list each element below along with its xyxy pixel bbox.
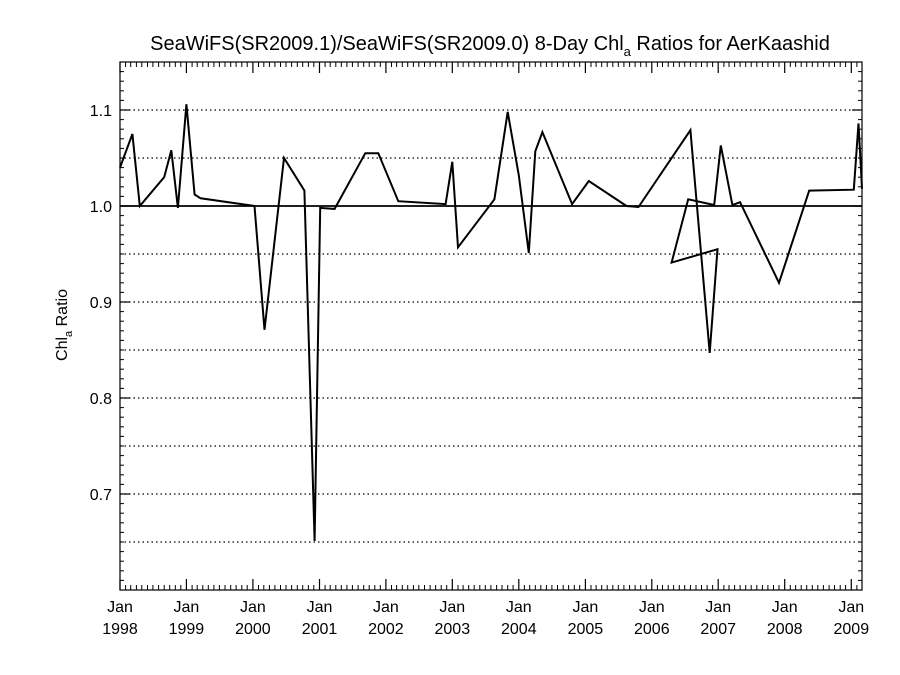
y-axis-label-suffix: Ratio [54, 289, 71, 331]
x-tick-label-year: 1998 [102, 621, 138, 638]
x-tick-label-year: 2002 [368, 621, 404, 638]
title-suffix: Ratios for AerKaashid [631, 33, 830, 55]
minor-ticks [120, 61, 862, 591]
y-axis-label: Chla Ratio [54, 289, 75, 361]
x-tick-label-month: Jan [439, 599, 465, 616]
x-tick-label-month: Jan [174, 599, 200, 616]
chart-title: SeaWiFS(SR2009.1)/SeaWiFS(SR2009.0) 8-Da… [150, 33, 830, 59]
y-tick-label: 0.8 [90, 391, 112, 408]
series-line [119, 104, 863, 542]
data-series [119, 104, 863, 542]
major-ticks [119, 62, 862, 590]
y-tick-label: 1.1 [90, 103, 112, 120]
y-axis-label-main: Chl [54, 337, 71, 361]
x-tick-label-year: 2004 [501, 621, 537, 638]
title-subscript: a [624, 44, 632, 59]
x-tick-label-month: Jan [838, 599, 864, 616]
x-tick-label-month: Jan [373, 599, 399, 616]
x-tick-label-year: 2003 [435, 621, 471, 638]
x-tick-label-month: Jan [705, 599, 731, 616]
y-tick-label: 0.7 [90, 487, 112, 504]
x-tick-label-month: Jan [772, 599, 798, 616]
x-tick-labels: Jan 1998 Jan 1999 Jan 2000 Jan 2001 Jan 2002 Jan 20… [102, 599, 869, 638]
x-tick-label-month: Jan [240, 599, 266, 616]
y-tick-label: 0.9 [90, 295, 112, 312]
x-tick-label-year: 2006 [634, 621, 670, 638]
y-tick-labels: 0.7 0.8 0.9 1.0 1.1 [90, 103, 112, 504]
x-tick-label-year: 1999 [169, 621, 205, 638]
x-tick-label-year: 2000 [235, 621, 271, 638]
x-tick-label-month: Jan [506, 599, 532, 616]
x-tick-label-month: Jan [307, 599, 333, 616]
x-tick-label-month: Jan [107, 599, 133, 616]
x-tick-label-year: 2001 [302, 621, 338, 638]
y-tick-label: 1.0 [90, 199, 112, 216]
y-axis-label-subscript: a [63, 330, 75, 337]
x-tick-label-month: Jan [573, 599, 599, 616]
x-tick-label-month: Jan [639, 599, 665, 616]
title-main: SeaWiFS(SR2009.1)/SeaWiFS(SR2009.0) 8-Da… [150, 33, 624, 55]
gridlines [120, 109, 862, 543]
x-tick-label-year: 2008 [767, 621, 803, 638]
x-tick-label-year: 2007 [700, 621, 736, 638]
x-tick-label-year: 2005 [568, 621, 604, 638]
plot-frame [119, 61, 863, 591]
x-tick-label-year: 2009 [834, 621, 870, 638]
